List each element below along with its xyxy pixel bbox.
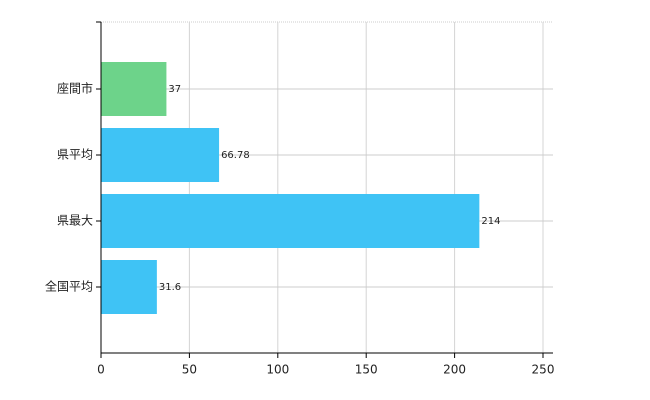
y-tick-label: 全国平均 [45,279,93,294]
x-tick-label: 100 [266,363,289,377]
value-label: 66.78 [221,150,250,161]
value-label: 214 [481,216,500,227]
bar [101,194,480,248]
bar [101,62,167,116]
x-tick-label: 250 [532,363,555,377]
y-tick-label: 県最大 [57,214,93,228]
x-tick-label: 200 [443,363,466,377]
x-tick-label: 150 [355,363,378,377]
value-label: 31.6 [159,282,181,293]
bar [101,260,157,314]
y-tick-label: 座間市 [57,81,93,96]
y-tick-label: 県平均 [57,148,93,162]
bar [101,128,220,182]
x-tick-label: 50 [182,363,197,377]
x-tick-label: 0 [97,363,105,377]
value-label: 37 [168,84,181,95]
